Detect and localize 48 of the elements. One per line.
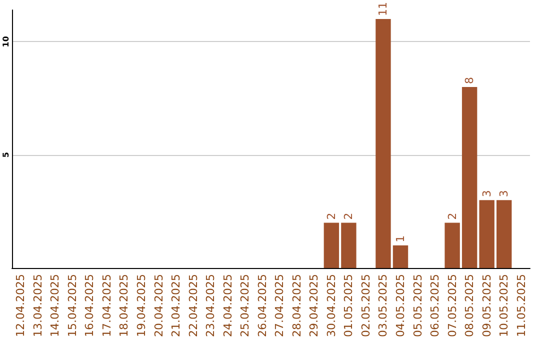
x-tick-label: 28.04.2025: [290, 274, 304, 338]
x-tick-label: 04.05.2025: [394, 274, 407, 338]
bar: [392, 245, 408, 268]
x-tick-label: 15.04.2025: [66, 274, 79, 338]
data-label: 3: [480, 190, 494, 198]
x-tick-label: 11.05.2025: [514, 274, 528, 338]
x-tick-label: 20.04.2025: [152, 274, 166, 338]
data-label: 3: [498, 190, 511, 198]
x-tick-label: 07.05.2025: [446, 274, 459, 338]
data-label: 8: [463, 76, 476, 84]
data-label: 11: [376, 2, 390, 16]
x-tick-label: 30.04.2025: [324, 274, 338, 338]
x-tick-label: 01.05.2025: [342, 274, 356, 338]
x-tick-label: 22.04.2025: [186, 274, 200, 338]
x-tick-label: 16.04.2025: [83, 274, 96, 338]
bar: [444, 222, 460, 268]
x-tick-label: 08.05.2025: [463, 274, 476, 338]
x-tick-label: 02.05.2025: [359, 274, 372, 338]
x-tick-label: 25.04.2025: [238, 274, 252, 338]
x-tick-label: 13.04.2025: [31, 274, 44, 338]
bar: [324, 222, 340, 268]
x-tick-label: 19.04.2025: [135, 274, 148, 338]
y-tick-label: 5: [2, 152, 10, 158]
x-tick-label: 26.04.2025: [256, 274, 269, 338]
x-tick-label: 06.05.2025: [428, 274, 442, 338]
bar: [479, 200, 494, 268]
x-tick-label: 14.04.2025: [48, 274, 62, 338]
data-label: 2: [324, 212, 338, 220]
x-tick-label: 24.04.2025: [221, 274, 234, 338]
data-label: 1: [394, 235, 407, 242]
x-tick-label: 03.05.2025: [376, 274, 390, 338]
data-label: 2: [342, 212, 356, 220]
x-tick-label: 18.04.2025: [118, 274, 131, 338]
x-tick-label: 09.05.2025: [480, 274, 494, 338]
x-tick-label: 10.05.2025: [498, 274, 511, 338]
bar: [376, 19, 391, 268]
y-tick-label: 10: [2, 36, 10, 48]
data-label: 2: [446, 212, 459, 220]
x-tick-label: 29.04.2025: [308, 274, 321, 338]
x-tick-label: 17.04.2025: [100, 274, 114, 338]
bar: [496, 200, 512, 268]
x-tick-label: 12.04.2025: [14, 274, 28, 338]
x-tick-label: 05.05.2025: [411, 274, 424, 338]
bar: [462, 86, 478, 268]
bar: [341, 222, 356, 268]
x-tick-label: 21.04.2025: [170, 274, 183, 338]
x-tick-label: 27.04.2025: [273, 274, 286, 338]
x-tick-label: 23.04.2025: [204, 274, 218, 338]
